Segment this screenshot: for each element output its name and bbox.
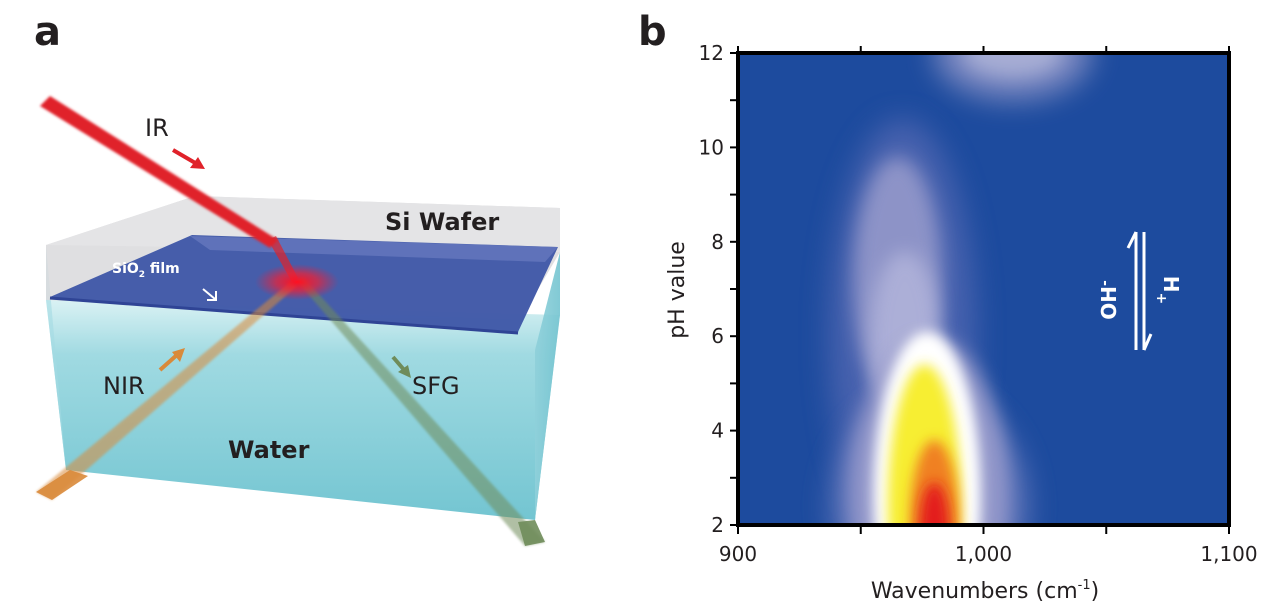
sfg-beam <box>296 278 545 546</box>
sfg-label: SFG <box>412 372 460 400</box>
sio2-arrow-icon <box>202 288 217 301</box>
y-tick-label: 8 <box>711 230 724 254</box>
heat-contour-red <box>919 482 950 525</box>
ph-heatmap-chart: 900 1,000 1,100 2 4 6 8 10 12 Wavenumbers (cm-1… <box>640 0 1268 615</box>
oh-minus-label: OH- <box>1097 280 1121 320</box>
y-axis: 2 4 6 8 10 12 <box>699 41 738 537</box>
sfg-setup-diagram: IR Si Wafer SiO2 film NIR SFG Water <box>0 0 620 615</box>
si-wafer-label: Si Wafer <box>385 208 500 236</box>
x-tick-label: 900 <box>719 542 757 566</box>
ir-label: IR <box>145 114 169 142</box>
down-arrow-icon <box>1142 232 1153 351</box>
y-tick-label: 2 <box>711 513 724 537</box>
sio2-film-label: SiO2 film <box>112 261 180 280</box>
y-tick-label: 12 <box>699 41 724 65</box>
y-tick-label: 4 <box>711 419 724 443</box>
nir-arrow-icon <box>158 348 185 372</box>
diagram-canvas <box>36 96 560 546</box>
y-axis-title: pH value <box>665 241 690 339</box>
y-tick-label: 6 <box>711 324 724 348</box>
y-tick-label: 10 <box>699 135 724 159</box>
panel-a-label: a <box>34 9 61 55</box>
sfg-arrow-icon <box>391 355 411 378</box>
water-label: Water <box>228 436 310 464</box>
nir-label: NIR <box>103 372 145 400</box>
heatmap-layers <box>828 53 1092 525</box>
heat-contour-top-core <box>963 53 1063 77</box>
nir-beam <box>36 282 297 500</box>
x-axis: 900 1,000 1,100 <box>719 46 1258 566</box>
up-arrow-icon <box>1126 231 1138 350</box>
heatmap-svg: 900 1,000 1,100 2 4 6 8 10 12 Wavenumbers (cm-1… <box>665 41 1258 604</box>
x-axis-title: Wavenumbers (cm-1) <box>871 578 1099 604</box>
x-tick-label: 1,000 <box>955 542 1012 566</box>
ir-arrow-icon <box>171 148 205 169</box>
equilibrium-annotation: OH- H+ <box>1097 231 1183 351</box>
h-plus-label: H+ <box>1153 276 1183 304</box>
laser-focus-spot <box>255 264 339 300</box>
panel-b-label: b <box>638 9 667 55</box>
x-tick-label: 1,100 <box>1200 542 1257 566</box>
